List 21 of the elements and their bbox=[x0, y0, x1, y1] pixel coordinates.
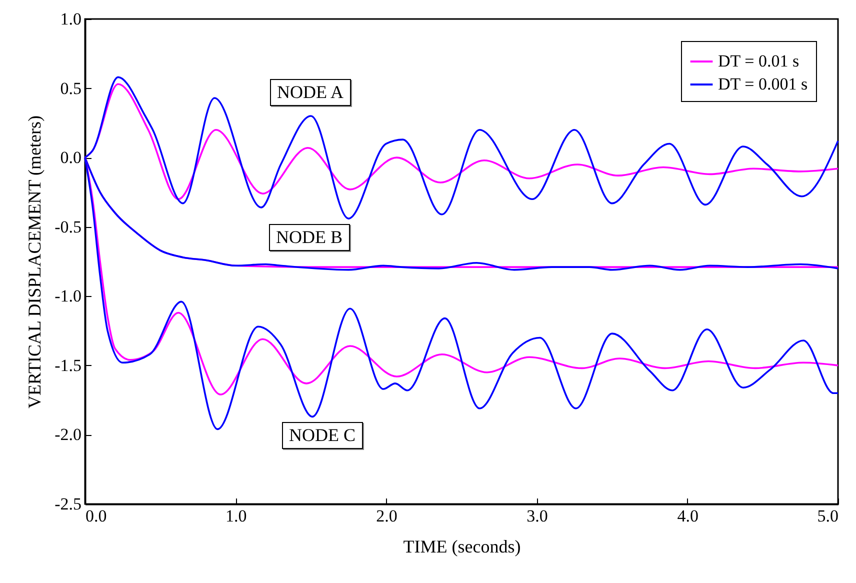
y-tick-label: -1.5 bbox=[54, 356, 82, 375]
x-axis-title: TIME (seconds) bbox=[403, 536, 521, 556]
y-tick-label: 0.0 bbox=[60, 148, 82, 168]
y-tick-label: -1.0 bbox=[54, 286, 82, 306]
legend-label: DT = 0.01 s bbox=[718, 52, 800, 70]
y-tick-label: 1.0 bbox=[60, 10, 82, 28]
annotation: NODE B bbox=[269, 224, 350, 251]
x-tick-label: 1.0 bbox=[225, 506, 247, 526]
x-tick-label: 0.0 bbox=[86, 506, 107, 526]
x-tick-label: 2.0 bbox=[376, 506, 398, 526]
x-tick-label: 3.0 bbox=[526, 506, 548, 526]
legend-label: DT = 0.001 s bbox=[718, 74, 808, 94]
y-tick-label: 0.5 bbox=[60, 78, 82, 98]
y-tick-label: -2.0 bbox=[54, 425, 82, 444]
x-tick-label: 4.0 bbox=[677, 506, 699, 526]
annotation: NODE C bbox=[282, 422, 362, 449]
x-tick-label: 5.0 bbox=[817, 506, 838, 526]
y-tick-label: -2.5 bbox=[54, 494, 82, 514]
y-axis-title: VERTICAL DISPLACEMENT (meters) bbox=[24, 116, 45, 408]
y-tick-label: -0.5 bbox=[54, 217, 82, 236]
annotation: NODE A bbox=[270, 79, 350, 106]
